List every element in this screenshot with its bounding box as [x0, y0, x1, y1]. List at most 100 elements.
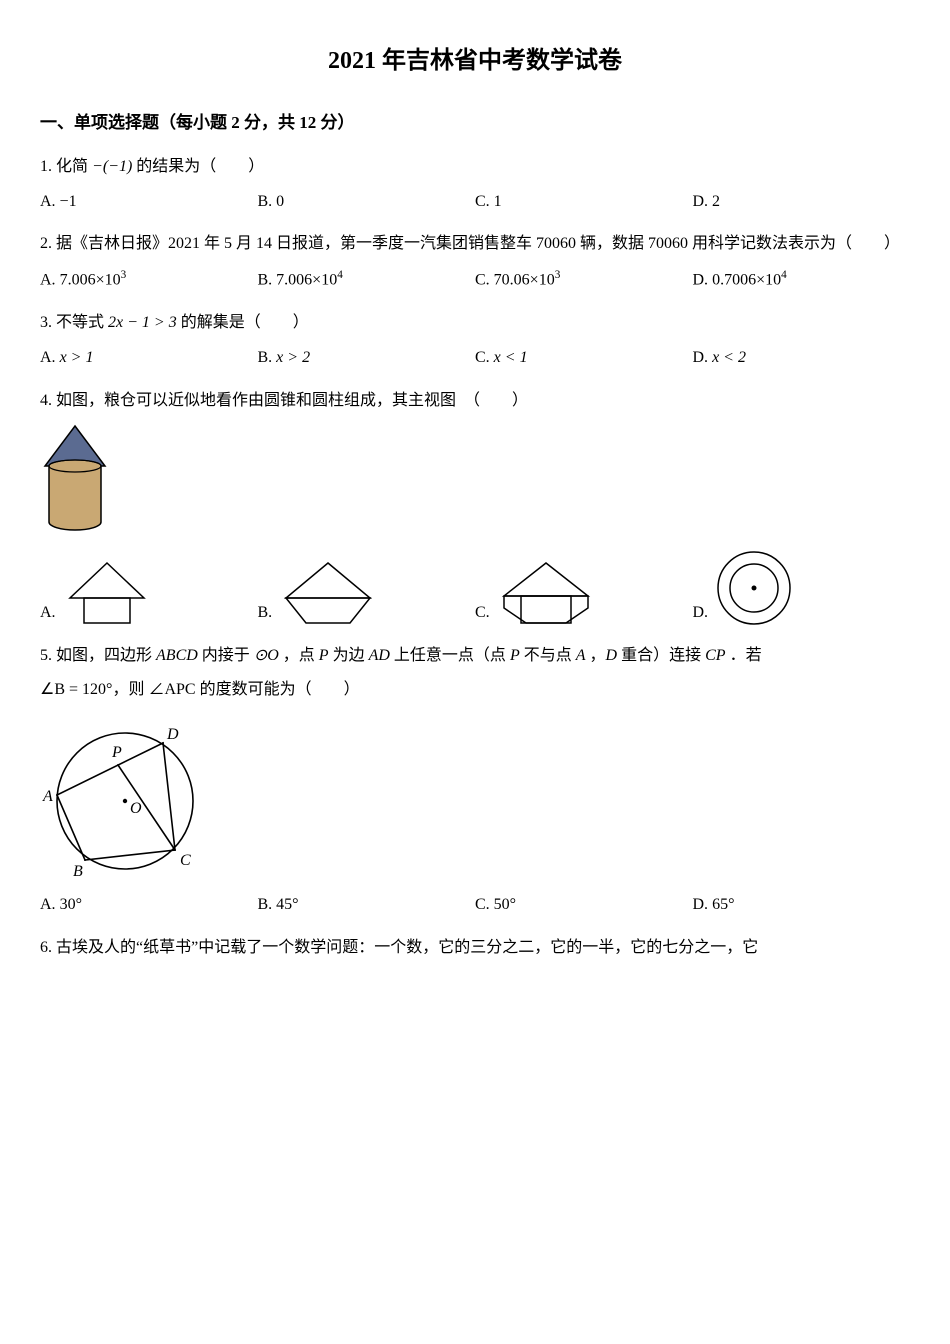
q5-option-a: A. 30°: [40, 891, 258, 920]
q3-text-prefix: 3. 不等式: [40, 314, 108, 331]
q5-label-C: C: [180, 852, 191, 869]
q2-d-val: 0.7006×10: [712, 272, 781, 289]
question-6: 6. 古埃及人的“纸草书”中记载了一个数学问题：一个数，它的三分之二，它的一半，…: [40, 934, 910, 963]
q5-d-val: 65°: [712, 896, 734, 913]
q2-c-exp: 3: [555, 269, 561, 281]
q3-expr: 2x − 1 > 3: [108, 314, 177, 331]
q5-td: 为边: [329, 647, 369, 664]
q1-text-prefix: 1. 化简: [40, 158, 92, 175]
q2-option-c: C. 70.06×103: [475, 265, 693, 295]
q3-option-b: B. x > 2: [258, 344, 476, 373]
q5-option-d: D. 65°: [693, 891, 911, 920]
q5-ta: 5. 如图，四边形: [40, 647, 156, 664]
q2-d-exp: 4: [781, 269, 787, 281]
q3-option-c: C. x < 1: [475, 344, 693, 373]
q5-ad: AD: [369, 647, 390, 664]
q5-b-val: 45°: [276, 896, 298, 913]
question-4: 4. 如图，粮仓可以近似地看作由圆锥和圆柱组成，其主视图 （ ） A. B. C: [40, 387, 910, 628]
q5-th: ．若: [726, 647, 762, 664]
q5-b-prefix: B.: [258, 896, 277, 913]
q2-a-prefix: A.: [40, 272, 60, 289]
question-2: 2. 据《吉林日报》2021 年 5 月 14 日报道，第一季度一汽集团销售整车…: [40, 230, 910, 295]
q2-b-exp: 4: [337, 269, 343, 281]
q1-expr: −(−1): [92, 158, 132, 175]
q5-d-label: D: [606, 647, 618, 664]
q5-a-val: 30°: [60, 896, 82, 913]
q5-c-prefix: C.: [475, 896, 494, 913]
q4-option-d-icon: [714, 548, 794, 628]
q5-circleo: ⊙O: [254, 647, 279, 664]
q1-option-c: C. 1: [475, 188, 693, 217]
question-5: 5. 如图，四边形 ABCD 内接于 ⊙O ，点 P 为边 AD 上任意一点（点…: [40, 642, 910, 920]
q2-option-d: D. 0.7006×104: [693, 265, 911, 295]
q5-option-c: C. 50°: [475, 891, 693, 920]
q6-text: 6. 古埃及人的“纸草书”中记载了一个数学问题：一个数，它的三分之二，它的一半，…: [40, 934, 910, 963]
q5-option-b: B. 45°: [258, 891, 476, 920]
q5-label-P: P: [111, 744, 122, 761]
q5-d-prefix: D.: [693, 896, 713, 913]
q4-d-label: D.: [693, 599, 709, 628]
grain-silo-icon: [40, 424, 110, 534]
q1-text-suffix: 的结果为（ ）: [132, 158, 264, 175]
q5-text-line1: 5. 如图，四边形 ABCD 内接于 ⊙O ，点 P 为边 AD 上任意一点（点…: [40, 642, 910, 671]
q5-label-B: B: [73, 863, 83, 880]
q5-line2: ∠B = 120°，则 ∠APC 的度数可能为（ ）: [40, 681, 360, 698]
q3-c-expr: x < 1: [494, 349, 528, 366]
q3-text-suffix: 的解集是（ ）: [177, 314, 309, 331]
q5-circle-diagram: A D B C P O: [40, 713, 910, 883]
q3-b-expr: x > 2: [276, 349, 310, 366]
q5-te: 上任意一点（点: [390, 647, 510, 664]
q2-b-prefix: B.: [258, 272, 277, 289]
page-title: 2021 年吉林省中考数学试卷: [40, 40, 910, 83]
q5-label-O: O: [130, 800, 142, 817]
q1-option-b: B. 0: [258, 188, 476, 217]
q5-text-line2: ∠B = 120°，则 ∠APC 的度数可能为（ ）: [40, 676, 910, 705]
q4-option-c-icon: [496, 558, 596, 628]
q5-tb: 内接于: [198, 647, 254, 664]
q5-p2: P: [510, 647, 520, 664]
q5-tf: 不与点: [520, 647, 576, 664]
q1-option-d: D. 2: [693, 188, 911, 217]
q5-a-prefix: A.: [40, 896, 60, 913]
q3-d-expr: x < 2: [712, 349, 746, 366]
q5-p: P: [319, 647, 329, 664]
q4-option-b: B.: [258, 558, 476, 628]
q2-option-a: A. 7.006×103: [40, 265, 258, 295]
q5-tg: 重合）连接: [617, 647, 705, 664]
q3-c-prefix: C.: [475, 349, 494, 366]
question-3: 3. 不等式 2x − 1 > 3 的解集是（ ） A. x > 1 B. x …: [40, 309, 910, 373]
q2-a-val: 7.006×10: [60, 272, 121, 289]
q4-silo-figure: [40, 424, 910, 534]
q4-option-d: D.: [693, 548, 911, 628]
q2-d-prefix: D.: [693, 272, 713, 289]
q2-c-prefix: C.: [475, 272, 494, 289]
q3-a-expr: x > 1: [60, 349, 94, 366]
q1-text: 1. 化简 −(−1) 的结果为（ ）: [40, 153, 910, 182]
q4-text: 4. 如图，粮仓可以近似地看作由圆锥和圆柱组成，其主视图 （ ）: [40, 387, 910, 416]
q3-option-a: A. x > 1: [40, 344, 258, 373]
q4-option-a: A.: [40, 558, 258, 628]
q2-text: 2. 据《吉林日报》2021 年 5 月 14 日报道，第一季度一汽集团销售整车…: [40, 230, 910, 259]
q4-option-b-icon: [278, 558, 378, 628]
q2-a-exp: 3: [121, 269, 127, 281]
q4-option-a-icon: [62, 558, 152, 628]
q4-a-label: A.: [40, 599, 56, 628]
q2-b-val: 7.006×10: [276, 272, 337, 289]
q5-label-D: D: [166, 726, 179, 743]
question-1: 1. 化简 −(−1) 的结果为（ ） A. −1 B. 0 C. 1 D. 2: [40, 153, 910, 217]
q3-b-prefix: B.: [258, 349, 277, 366]
q5-comma: ，: [586, 647, 606, 664]
q4-options-row: A. B. C. D.: [40, 548, 910, 628]
q3-a-prefix: A.: [40, 349, 60, 366]
q5-c-val: 50°: [494, 896, 516, 913]
q3-option-d: D. x < 2: [693, 344, 911, 373]
q5-abcd: ABCD: [156, 647, 198, 664]
q2-option-b: B. 7.006×104: [258, 265, 476, 295]
q5-circle-icon: A D B C P O: [40, 713, 210, 883]
q5-label-A: A: [42, 788, 53, 805]
q3-d-prefix: D.: [693, 349, 713, 366]
q2-c-val: 70.06×10: [494, 272, 555, 289]
q4-option-c: C.: [475, 558, 693, 628]
q3-text: 3. 不等式 2x − 1 > 3 的解集是（ ）: [40, 309, 910, 338]
section-header-1: 一、单项选择题（每小题 2 分，共 12 分）: [40, 108, 910, 139]
